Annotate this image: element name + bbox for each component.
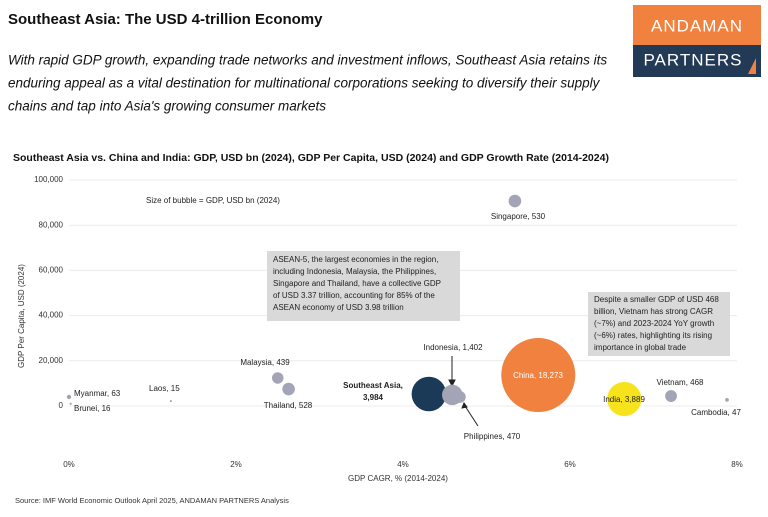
annotation-text: (~7%) and 2023-2024 YoY growth (594, 319, 714, 328)
data-label: Malaysia, 439 (240, 358, 290, 367)
data-label: China, 18,273 (513, 371, 563, 380)
annotation-box (588, 292, 730, 356)
subtitle-line: chains and tap into Asia's growing consu… (8, 99, 326, 114)
data-label: Thailand, 528 (264, 401, 313, 410)
annotation-text: ASEAN economy of USD 3.98 trillion (273, 303, 404, 312)
source: Source: IMF World Economic Outlook April… (15, 496, 289, 505)
page-title: Southeast Asia: The USD 4-trillion Econo… (8, 11, 323, 28)
y-tick-label: 80,000 (39, 220, 64, 229)
annotation-text: importance in global trade (594, 343, 687, 352)
x-tick-label: 0% (63, 460, 75, 469)
size-note: Size of bubble = GDP, USD bn (2024) (146, 196, 280, 205)
annotation-text: Despite a smaller GDP of USD 468 (594, 295, 719, 304)
logo-text: PARTNERS (643, 50, 742, 69)
annotation-text: (~6%) rates, highlighting its rising (594, 331, 712, 340)
bubble (725, 398, 729, 402)
bubble (272, 372, 284, 384)
data-label: Philippines, 470 (464, 432, 521, 441)
data-label: Laos, 15 (149, 384, 180, 393)
arrows (448, 356, 479, 427)
logo-bottom (633, 45, 761, 77)
logo-text: ANDAMAN (651, 16, 743, 35)
bubble (169, 399, 172, 403)
subtitle: With rapid GDP growth, expanding trade n… (8, 53, 607, 114)
bubble (411, 376, 447, 412)
arrow-head (461, 401, 468, 409)
annotation (588, 292, 730, 356)
y-tick-label: 100,000 (34, 175, 63, 184)
data-label: Vietnam, 468 (657, 378, 705, 387)
y-tick-label: 40,000 (39, 311, 64, 320)
data-label: Cambodia, 47 (691, 408, 741, 417)
bubble (453, 391, 466, 403)
bubble (665, 390, 677, 402)
data-label: Singapore, 530 (491, 212, 546, 221)
annotation (267, 251, 460, 321)
y-tick-label: 20,000 (39, 356, 64, 365)
arrow-head (448, 379, 456, 388)
chart-title: Southeast Asia vs. China and India: GDP,… (13, 152, 609, 164)
x-tick-label: 4% (397, 460, 409, 469)
data-label: India, 3,889 (603, 395, 645, 404)
annotation-text: of USD 3.37 trillion, accounting for 85%… (273, 291, 435, 300)
data-label: Indonesia, 1,402 (423, 343, 483, 352)
annotation-text: including Indonesia, Malaysia, the Phili… (273, 267, 436, 276)
x-tick-label: 6% (564, 460, 576, 469)
subtitle-line: enduring appeal as a vital destination f… (8, 76, 601, 91)
bubble (501, 338, 576, 413)
bubble (66, 394, 72, 400)
bubble (69, 402, 72, 405)
y-tick-label: 0 (59, 401, 64, 410)
data-label: Southeast Asia, 3,984 (343, 381, 403, 402)
arrow (464, 405, 479, 427)
logo-icon (748, 58, 756, 74)
x-axis-label: GDP CAGR, % (2014-2024) (348, 474, 448, 483)
annotation-box (267, 251, 460, 321)
data-label: Brunei, 16 (74, 404, 111, 413)
bubble (508, 194, 522, 208)
data-label: Myanmar, 63 (74, 389, 121, 398)
y-axis-label: GDP Per Capita, USD (2024) (17, 264, 26, 368)
bubble (282, 382, 295, 396)
x-tick-label: 2% (230, 460, 242, 469)
annotation-text: Singapore and Thailand, have a collectiv… (273, 279, 441, 288)
bubble (607, 381, 642, 417)
logo: ANDAMAN PARTNERS (633, 5, 761, 77)
subtitle-line: With rapid GDP growth, expanding trade n… (8, 53, 607, 68)
annotation-text: billion, Vietnam has strong CAGR (594, 307, 713, 316)
annotation-text: ASEAN-5, the largest economies in the re… (273, 255, 438, 264)
y-tick-label: 60,000 (39, 266, 64, 275)
logo-top (633, 5, 761, 45)
x-tick-label: 8% (731, 460, 743, 469)
